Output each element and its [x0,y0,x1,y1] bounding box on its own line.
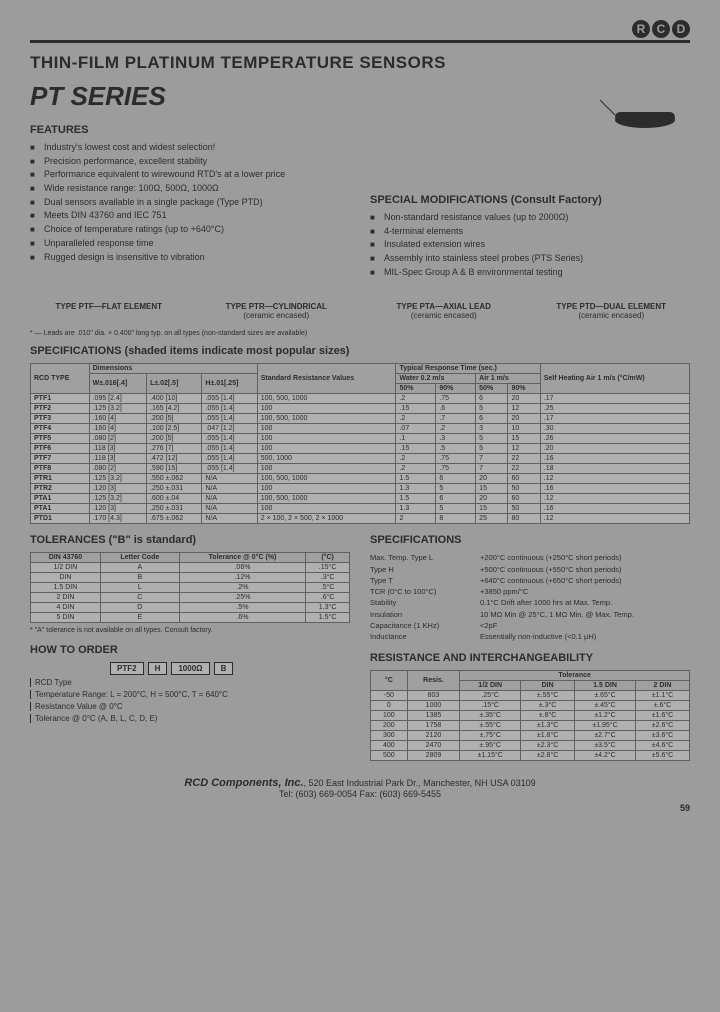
spec-row: Capacitance (1 KHz)<2pF [370,620,690,631]
spec-row: Type T+640°C continuous (+650°C short pe… [370,575,690,586]
table-row: DINB.12%.3°C [31,573,350,583]
order-heading: HOW TO ORDER [30,644,350,656]
order-box: PTF2 [110,662,144,675]
spec2-list: Max. Temp. Type L+200°C continuous (+250… [370,552,690,642]
spec-row: Insulation10 MΩ Min @ 25°C, 1 MΩ Min. @ … [370,609,690,620]
table-row: 2001758±.55°C±1.3°C±1.95°C±2.6°C [371,721,690,731]
type-label: TYPE PTF—FLAT ELEMENT [30,302,188,320]
order-line: Resistance Value @ 0°C [30,702,350,711]
specs-heading: SPECIFICATIONS (shaded items indicate mo… [30,345,690,357]
feature-item: Dual sensors available in a single packa… [30,197,350,209]
table-row: PTF6.118 [3].276 [7].055 [1.4]100.15.551… [31,444,690,454]
table-row: PTA1.125 [3.2].600 ±.04N/A100, 500, 1000… [31,494,690,504]
spec-row: Max. Temp. Type L+200°C continuous (+250… [370,552,690,563]
type-label: TYPE PTA—AXIAL LEAD(ceramic encased) [365,302,523,320]
spec2-heading: SPECIFICATIONS [370,534,690,546]
table-row: 01000.15°C±.3°C±.45°C±.6°C [371,701,690,711]
order-box: B [214,662,234,675]
order-line: Tolerance @ 0°C (A, B, L, C, D, E) [30,714,350,723]
table-row: PTF8.080 [2].590 [15].055 [1.4]100.2.757… [31,464,690,474]
table-row: PTF4.160 [4].100 [2.5].047 [1.2]100.07.2… [31,424,690,434]
type-label: TYPE PTD—DUAL ELEMENT(ceramic encased) [533,302,691,320]
mods-list: Non-standard resistance values (up to 20… [370,212,690,278]
table-row: PTR1.125 [3.2].550 ±.062N/A100, 500, 100… [31,474,690,484]
order-diagram: PTF2 H1000Ω B RCD Type Temperature Range: L… [30,662,350,723]
product-image [560,80,680,140]
table-row: PTA1.120 [3].250 ±.031N/A1001.351550.16 [31,504,690,514]
feature-item: Industry's lowest cost and widest select… [30,142,350,154]
table-row: PTR2.120 [3].250 ±.031N/A1001.351550.16 [31,484,690,494]
table-row: 1/2 DINA.06%.15°C [31,563,350,573]
mod-item: Non-standard resistance values (up to 20… [370,212,690,224]
table-row: PTF1.095 [2.4].400 [10].055 [1.4]100, 50… [31,394,690,404]
table-row: 2 DINC.25%.6°C [31,593,350,603]
page-title: THIN-FILM PLATINUM TEMPERATURE SENSORS [30,53,690,73]
lead-footnote: * — Leads are .010" dia. × 0.400" long t… [30,330,690,337]
order-box: H [148,662,168,675]
tolerances-table: DIN 43760Letter CodeTolerance @ 0°C (%)(… [30,552,350,623]
mod-item: 4-terminal elements [370,226,690,238]
order-line: RCD Type [30,678,350,687]
footer: RCD Components, Inc., 520 East Industria… [30,777,690,813]
table-row: PTF7.118 [3].472 [12].055 [1.4]500, 1000… [31,454,690,464]
table-row: 1001385±.35°C±.8°C±1.2°C±1.6°C [371,711,690,721]
features-heading: FEATURES [30,124,350,136]
spec-table: RCD TYPE Dimensions Standard Resistance … [30,363,690,524]
feature-item: Meets DIN 43760 and IEC 751 [30,210,350,222]
feature-item: Performance equivalent to wirewound RTD'… [30,169,350,181]
resistance-table: °CResis.Tolerance 1/2 DINDIN1.5 DIN2 DIN… [370,670,690,761]
tolerances-heading: TOLERANCES ("B" is standard) [30,534,350,546]
table-row: PTF3.160 [4].200 [5].055 [1.4]100, 500, … [31,414,690,424]
mod-item: MIL-Spec Group A & B environmental testi… [370,267,690,279]
feature-item: Precision performance, excellent stabili… [30,156,350,168]
spec-row: Type H+500°C continuous (+550°C short pe… [370,564,690,575]
mod-item: Insulated extension wires [370,239,690,251]
table-row: 5 DINE.6%1.5°C [31,613,350,623]
spec-row: Stability0.1°C Drift after 1000 hrs at M… [370,597,690,608]
table-row: 5002809±1.15°C±2.8°C±4.2°C±5.6°C [371,751,690,761]
table-row: 4002470±.95°C±2.3°C±3.5°C±4.6°C [371,741,690,751]
feature-item: Unparalleled response time [30,238,350,250]
features-list: Industry's lowest cost and widest select… [30,142,350,263]
resistance-heading: RESISTANCE AND INTERCHANGEABILITY [370,652,690,664]
order-line: Temperature Range: L = 200°C, H = 500°C,… [30,690,350,699]
order-box: 1000Ω [171,662,209,675]
table-row: PTF2.125 [3.2].165 [4.2].055 [1.4]100.15… [31,404,690,414]
spec-row: InductanceEssentially non-inductive (<0.… [370,631,690,642]
table-row: 3002120±.75°C±1.8°C±2.7°C±3.6°C [371,731,690,741]
tol-note: * "A" tolerance is not available on all … [30,627,350,634]
table-row: 1.5 DINL.2%.5°C [31,583,350,593]
feature-item: Choice of temperature ratings (up to +64… [30,224,350,236]
table-row: -50803.25°C±.55°C±.65°C±1.1°C [371,691,690,701]
spec-row: TCR (0°C to 100°C)+3850 ppm/°C [370,586,690,597]
feature-item: Wide resistance range: 100Ω, 500Ω, 1000Ω [30,183,350,195]
table-row: PTD1.170 [4.3].675 ±.062N/A2 × 100, 2 × … [31,514,690,524]
logo: RCD [632,20,690,38]
type-label: TYPE PTR—CYLINDRICAL(ceramic encased) [198,302,356,320]
table-row: PTF5.080 [2].200 [5].055 [1.4]100.1.3515… [31,434,690,444]
mod-item: Assembly into stainless steel probes (PT… [370,253,690,265]
table-row: 4 DIND.5%1.3°C [31,603,350,613]
feature-item: Rugged design is insensitive to vibratio… [30,252,350,264]
types-row: TYPE PTF—FLAT ELEMENT TYPE PTR—CYLINDRICA… [30,302,690,320]
mods-heading: SPECIAL MODIFICATIONS (Consult Factory) [370,194,690,206]
